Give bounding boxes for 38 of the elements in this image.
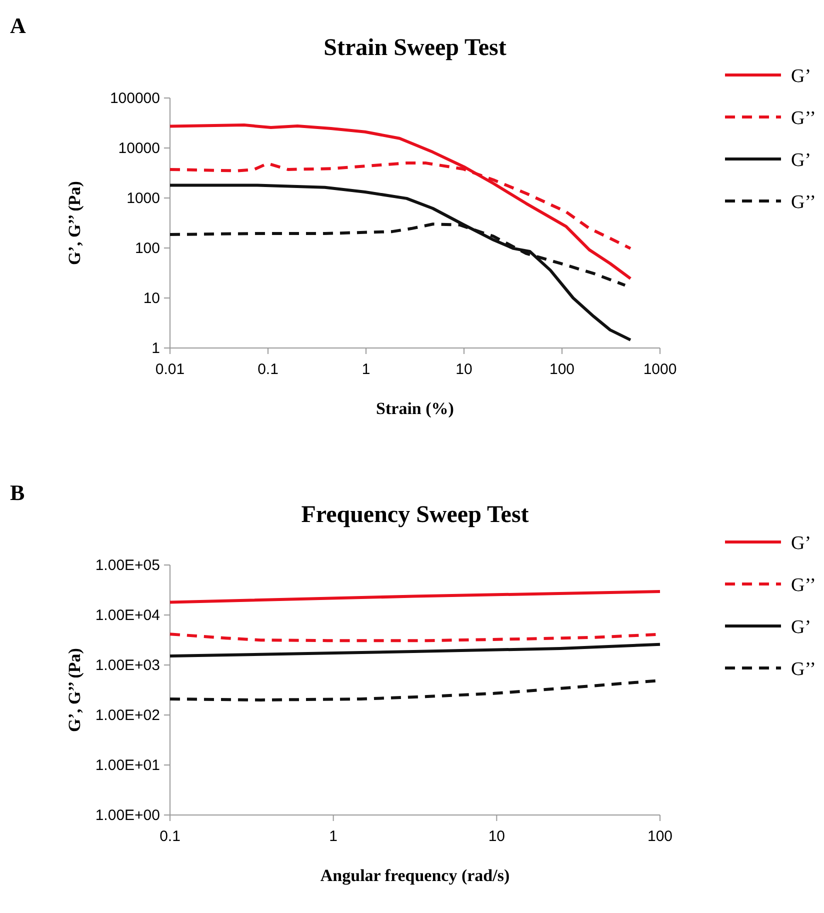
- y-tick-label: 1.00E+04: [95, 607, 160, 624]
- legend-label: G’: [791, 533, 812, 554]
- y-tick-label: 1.00E+02: [95, 707, 160, 724]
- legend-label: G’: [791, 66, 812, 87]
- x-axis-title: Strain (%): [376, 399, 454, 418]
- y-axis-title: G’, G’’ (Pa): [65, 648, 84, 732]
- legend-label: G’’: [791, 575, 816, 596]
- y-tick-label: 100: [134, 240, 160, 257]
- text: B: [10, 480, 25, 505]
- x-tick-label: 1: [329, 828, 338, 845]
- chart-title: Strain Sweep Test: [324, 35, 506, 61]
- x-tick-label: 100: [647, 828, 673, 845]
- x-tick-label: 100: [549, 361, 575, 378]
- legend-label: G’’: [791, 192, 816, 213]
- x-tick-label: 10: [488, 828, 506, 845]
- x-tick-label: 10: [456, 361, 472, 378]
- x-tick-label: 1: [362, 361, 370, 378]
- y-axis-title: G’, G’’ (Pa): [65, 181, 84, 265]
- y-tick-label: 1.00E+01: [95, 757, 160, 774]
- y-tick-label: 100000: [110, 90, 160, 107]
- legend-label: G’’: [791, 659, 816, 680]
- x-axis-title: Angular frequency (rad/s): [320, 866, 510, 885]
- x-tick-label: 0.01: [155, 361, 185, 378]
- y-tick-label: 1.00E+00: [95, 807, 160, 824]
- y-tick-label: 10000: [118, 140, 160, 157]
- y-tick-label: 10: [143, 290, 160, 307]
- y-tick-label: 1.00E+05: [95, 557, 160, 574]
- text: A: [10, 13, 26, 38]
- y-tick-label: 1000: [126, 190, 160, 207]
- y-tick-label: 1: [152, 340, 160, 357]
- legend-label: G’: [791, 150, 812, 171]
- x-tick-label: 0.1: [258, 361, 278, 378]
- x-tick-label: 0.1: [160, 828, 180, 845]
- y-tick-label: 1.00E+03: [95, 657, 160, 674]
- legend-label: G’: [791, 617, 812, 638]
- chart-title: Frequency Sweep Test: [301, 502, 529, 528]
- legend-label: G’’: [791, 108, 816, 129]
- x-tick-label: 1000: [643, 361, 677, 378]
